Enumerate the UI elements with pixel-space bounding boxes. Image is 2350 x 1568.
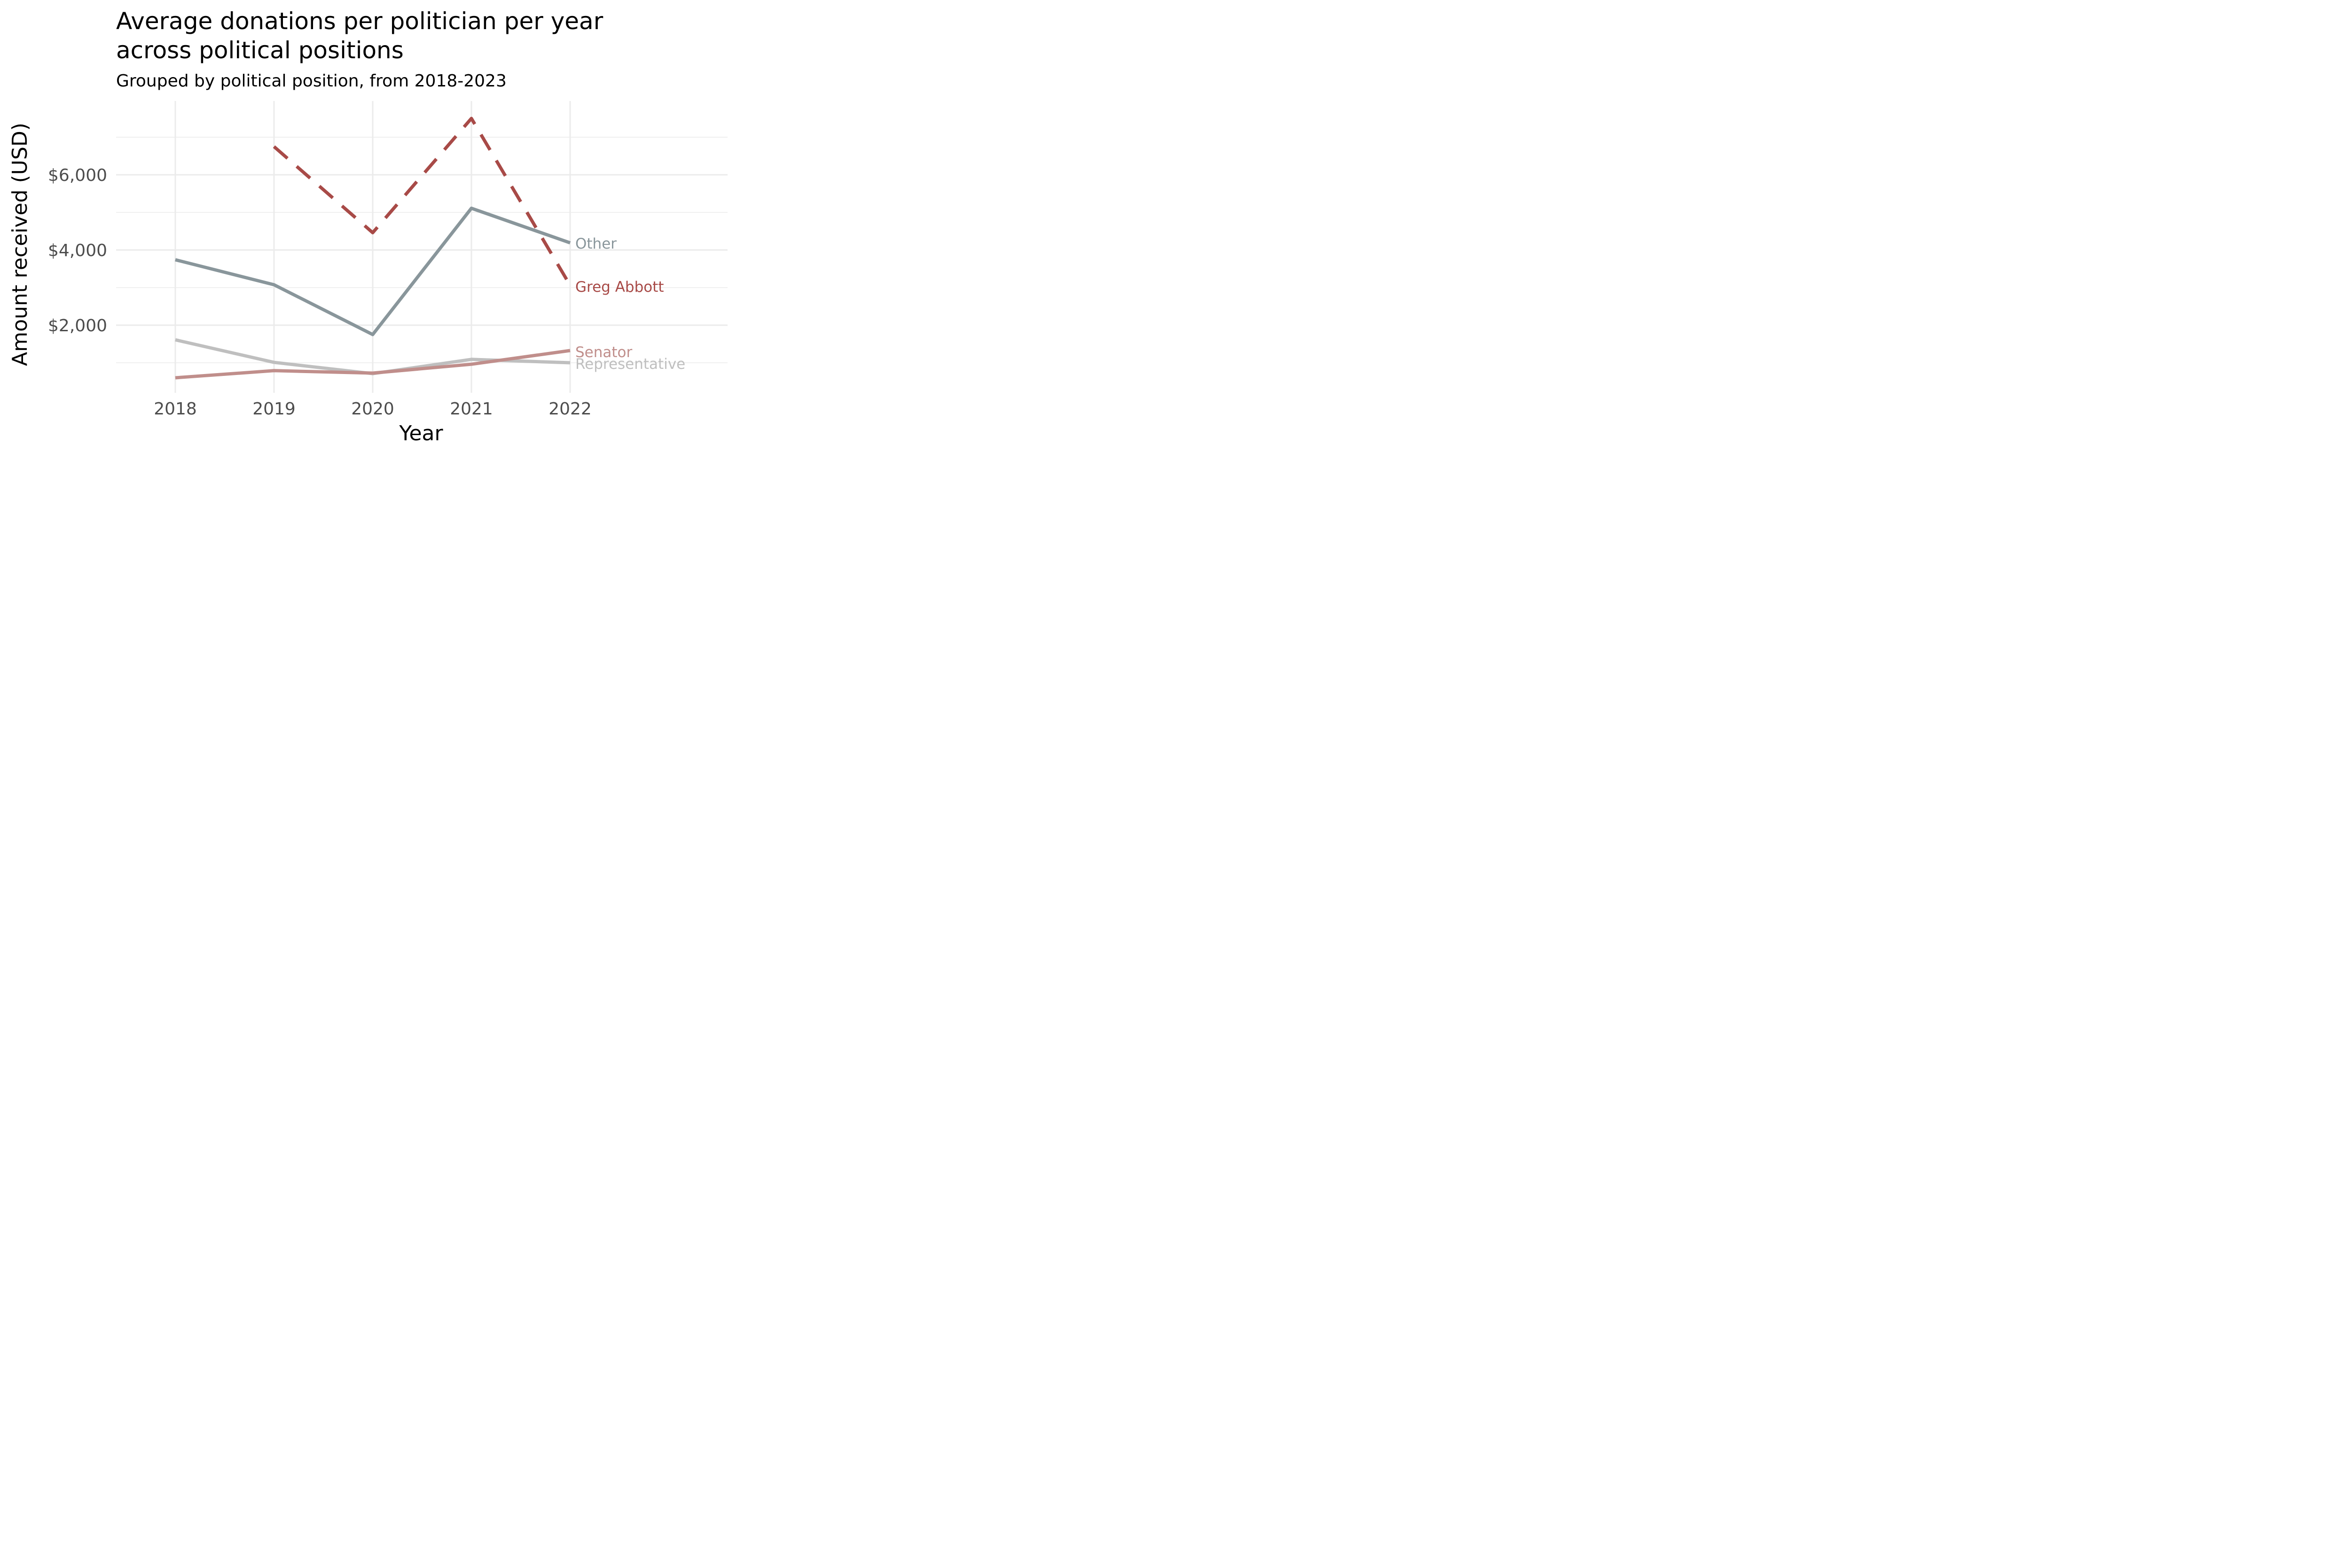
x-tick-label: 2021	[450, 399, 493, 419]
y-tick-label: $4,000	[48, 241, 107, 260]
x-axis-title: Year	[399, 421, 443, 445]
series-line-senator	[175, 349, 571, 380]
series-label-other: Other	[575, 235, 617, 252]
line-chart: $2,000$4,000$6,000 2018 2019 2020 2021 2022 …	[8, 101, 728, 445]
x-tick-label: 2022	[548, 399, 592, 419]
series-label-senator: Senator	[575, 344, 633, 361]
series-line-other	[175, 206, 571, 336]
y-tick-label: $6,000	[48, 166, 107, 185]
y-tick-label: $2,000	[48, 316, 107, 335]
chart-subtitle: Grouped by political position, from 2018…	[116, 71, 507, 91]
x-tick-label: 2019	[252, 399, 296, 419]
series-lines	[175, 117, 572, 380]
x-tick-label: 2020	[351, 399, 394, 419]
y-axis-title: Amount received (USD)	[8, 123, 32, 366]
x-tick-label: 2018	[154, 399, 197, 419]
series-label-greg-abbott: Greg Abbott	[575, 279, 664, 296]
series-line-greg-abbott	[273, 117, 572, 286]
chart-title-line-1: Average donations per politician per yea…	[116, 8, 603, 35]
grid	[116, 101, 728, 393]
chart-title-line-2: across political positions	[116, 37, 404, 64]
series-label-representative: Representative	[575, 356, 685, 373]
y-axis-ticks: $2,000 $4,000 $6,000	[48, 166, 107, 335]
chart-title: Average donations per politician per yea…	[116, 7, 603, 65]
x-axis-ticks: 2018 2019 2020 2021 2022	[154, 399, 592, 419]
